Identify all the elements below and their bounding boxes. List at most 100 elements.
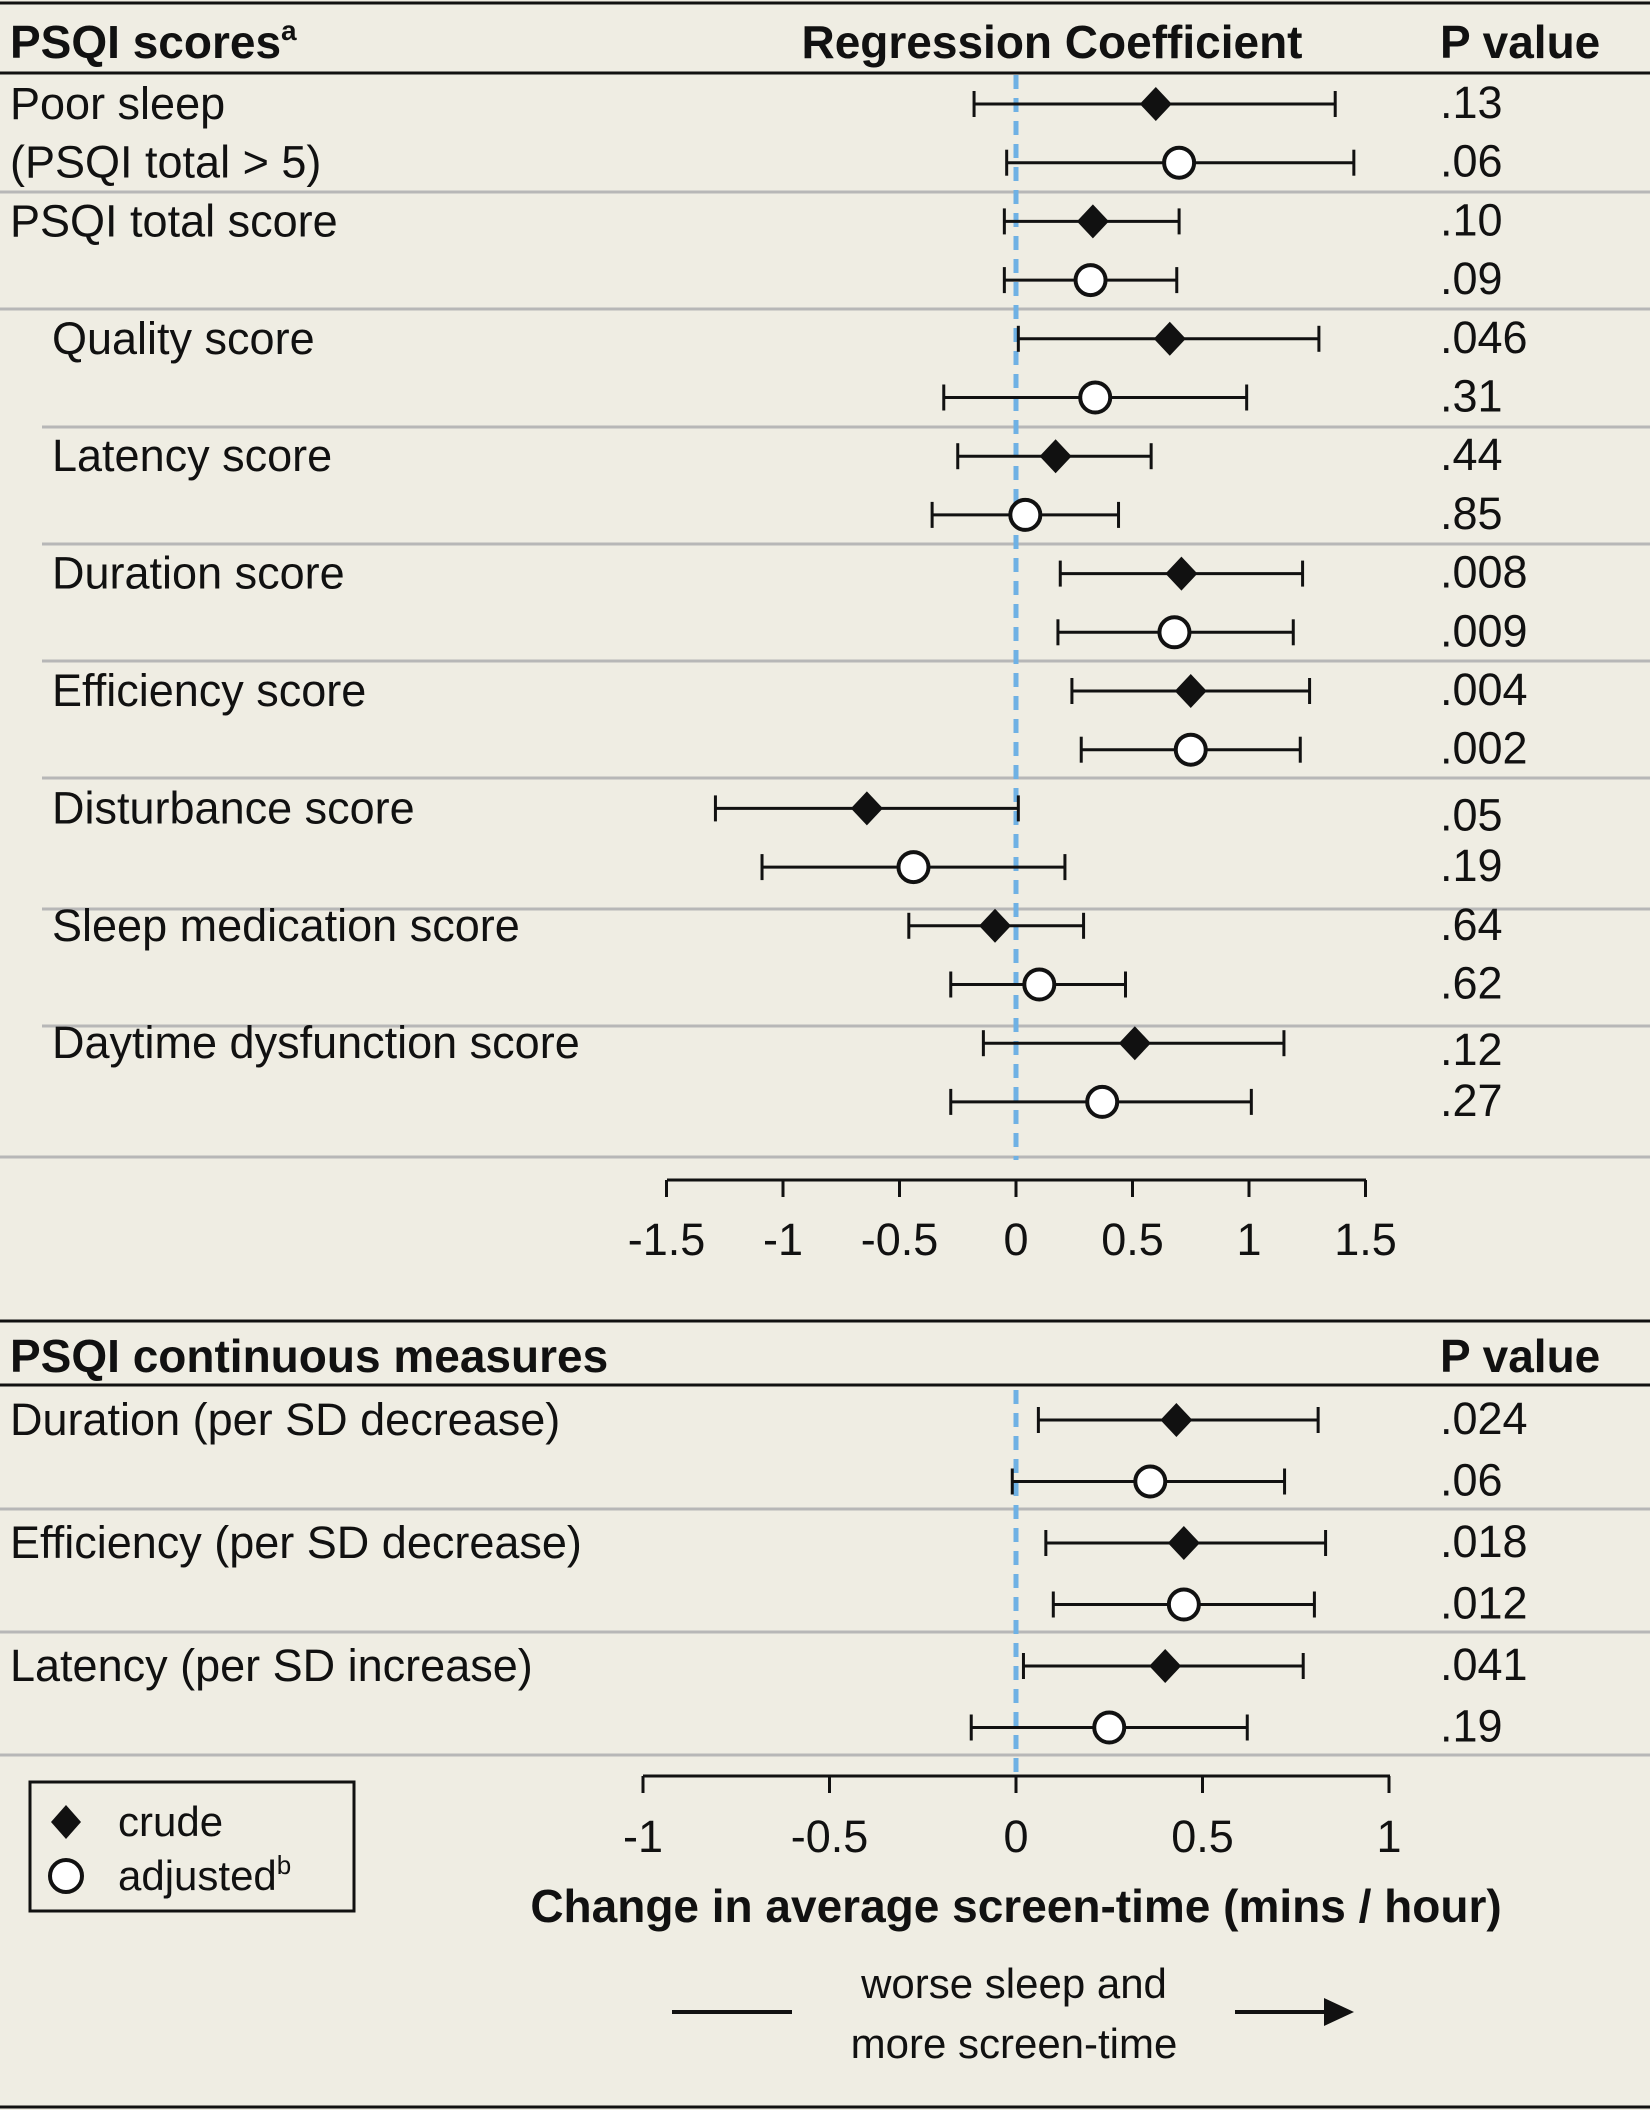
- panel1-estimate-adjusted: [949, 967, 1128, 1002]
- panel1-row-label: Quality score: [52, 313, 315, 364]
- panel1-p-value: .62: [1440, 958, 1503, 1009]
- panel2-p-value: .19: [1440, 1701, 1503, 1752]
- panel1-label-header: PSQI scoresa: [10, 15, 297, 68]
- direction-note: worse sleep and more screen-time: [672, 1960, 1354, 2067]
- panel2-p-value: .06: [1440, 1455, 1503, 1506]
- crude-estimate-diamond-icon: [850, 791, 883, 826]
- panel2-estimate-crude: [1036, 1403, 1320, 1437]
- panel1-estimate-crude: [1016, 321, 1321, 356]
- adjusted-estimate-circle-icon: [1162, 145, 1197, 180]
- panel2-x-tick-label: 1: [1376, 1811, 1401, 1862]
- crude-estimate-diamond-icon: [1039, 439, 1072, 474]
- panel1-p-value: .004: [1440, 664, 1528, 715]
- panel1-estimate-crude: [1002, 204, 1181, 239]
- crude-estimate-diamond-icon: [1165, 556, 1198, 591]
- panel2-p-value: .041: [1440, 1639, 1528, 1690]
- panel1-estimate-adjusted: [1079, 732, 1302, 767]
- panel1-p-value: .19: [1440, 840, 1503, 891]
- crude-estimate-diamond-icon: [979, 908, 1012, 943]
- direction-arrow-icon: [1324, 1998, 1354, 2026]
- panel1-p-value: .27: [1440, 1075, 1503, 1126]
- panel1-estimate-adjusted: [760, 850, 1067, 885]
- panel1-estimate-adjusted: [1002, 263, 1179, 298]
- panel1-x-tick-label: -0.5: [861, 1214, 939, 1265]
- panel1-row-label: PSQI total score: [10, 195, 338, 246]
- adjusted-estimate-circle-icon: [1008, 497, 1043, 532]
- legend-circle-icon: [48, 1858, 84, 1894]
- panel1-estimate-crude: [713, 791, 1020, 826]
- adjusted-estimate-circle-icon: [1073, 263, 1108, 298]
- panel1-p-value: .008: [1440, 547, 1528, 598]
- direction-note-line-1: worse sleep and: [860, 1960, 1167, 2007]
- panel1-estimate-crude: [956, 439, 1153, 474]
- panel1-p-value: .09: [1440, 253, 1503, 304]
- panel1-p-value: .10: [1440, 194, 1503, 245]
- panel1-x-tick-label: 0: [1003, 1214, 1028, 1265]
- panel1-row-label: Disturbance score: [52, 782, 415, 833]
- panel2-estimate-adjusted: [1010, 1464, 1287, 1499]
- crude-estimate-diamond-icon: [1174, 674, 1207, 708]
- panel1-p-values: .13 .06 .10 .09 .046 .31 .44 .85 .008 .009 .004 .00…: [1440, 77, 1528, 1126]
- panel1-p-value: .44: [1440, 429, 1503, 480]
- panel1-x-tick-label: 1.5: [1334, 1214, 1397, 1265]
- panel1-label-header-superscript: a: [281, 15, 297, 46]
- panel2-row-dividers: [0, 1507, 1650, 1757]
- panel1-p-value: .002: [1440, 723, 1528, 774]
- crude-estimate-diamond-icon: [1160, 1403, 1193, 1437]
- panel2-estimate-crude: [1021, 1649, 1305, 1683]
- panel1-row-label: Duration score: [52, 548, 345, 599]
- panel2-p-values: .024 .06 .018 .012 .041 .19: [1440, 1393, 1528, 1752]
- panel1-estimate-crude: [907, 908, 1086, 943]
- adjusted-estimate-circle-icon: [1173, 732, 1208, 767]
- panel2-p-header: P value: [1440, 1330, 1600, 1382]
- panel1-row-label: Poor sleep: [10, 78, 225, 129]
- panel1-marks: [713, 87, 1356, 1119]
- panel2-p-value: .024: [1440, 1393, 1528, 1444]
- panel1-estimate-header: Regression Coefficient: [802, 16, 1303, 68]
- legend-item-crude: crude: [118, 1798, 223, 1845]
- adjusted-estimate-circle-icon: [1078, 380, 1113, 415]
- panel1-p-value: .85: [1440, 488, 1503, 539]
- panel2-estimate-adjusted: [1051, 1587, 1316, 1622]
- direction-note-line-2: more screen-time: [851, 2020, 1178, 2067]
- adjusted-estimate-circle-icon: [1092, 1710, 1127, 1745]
- panel2-x-axis: -1 -0.5 0 0.5 1: [623, 1776, 1402, 1862]
- panel1-p-value: .05: [1440, 789, 1503, 840]
- legend-diamond-icon: [51, 1805, 81, 1839]
- panel1-x-axis: -1.5 -1 -0.5 0 0.5 1 1.5: [628, 1180, 1397, 1265]
- panel1-row-labels: Poor sleep (PSQI total > 5) PSQI total sco…: [10, 78, 580, 1068]
- legend-item-adjusted: adjustedb: [118, 1850, 291, 1899]
- panel2-row-label: Duration (per SD decrease): [10, 1394, 560, 1445]
- panel1-x-tick-label: -1: [763, 1214, 803, 1265]
- crude-estimate-diamond-icon: [1118, 1026, 1151, 1061]
- panel1-p-value: .009: [1440, 605, 1528, 656]
- x-axis-title: Change in average screen-time (mins / ho…: [530, 1880, 1501, 1932]
- panel2-estimate-crude: [1044, 1526, 1328, 1560]
- panel1-estimate-adjusted: [930, 497, 1121, 532]
- panel2-estimate-adjusted: [969, 1710, 1249, 1745]
- legend-item-adjusted-superscript: b: [277, 1850, 291, 1880]
- panel2-row-label: Efficiency (per SD decrease): [10, 1517, 582, 1568]
- panel1-estimate-crude: [1070, 674, 1312, 708]
- panel1-estimate-crude: [1058, 556, 1305, 591]
- panel1-p-value: .06: [1440, 136, 1503, 187]
- panel2-x-tick-label: -0.5: [791, 1811, 869, 1862]
- adjusted-estimate-circle-icon: [896, 850, 931, 885]
- panel1-estimate-crude: [981, 1026, 1286, 1061]
- panel1-estimate-adjusted: [1005, 145, 1356, 180]
- panel1-estimate-adjusted: [1056, 615, 1295, 650]
- panel2-row-label: Latency (per SD increase): [10, 1640, 533, 1691]
- panel2-p-value: .018: [1440, 1516, 1528, 1567]
- panel1-p-header: P value: [1440, 16, 1600, 68]
- panel1-estimate-adjusted: [942, 380, 1249, 415]
- panel1-estimate-adjusted: [949, 1084, 1253, 1119]
- crude-estimate-diamond-icon: [1149, 1649, 1182, 1683]
- panel1-x-tick-label: 1: [1236, 1214, 1261, 1265]
- crude-estimate-diamond-icon: [1153, 321, 1186, 356]
- panel1-p-value: .31: [1440, 371, 1503, 422]
- panel1-estimate-crude: [972, 87, 1337, 121]
- panel2-x-tick-label: 0.5: [1171, 1811, 1234, 1862]
- panel2-x-tick-label: -1: [623, 1811, 663, 1862]
- panel1-row-label: Sleep medication score: [52, 900, 520, 951]
